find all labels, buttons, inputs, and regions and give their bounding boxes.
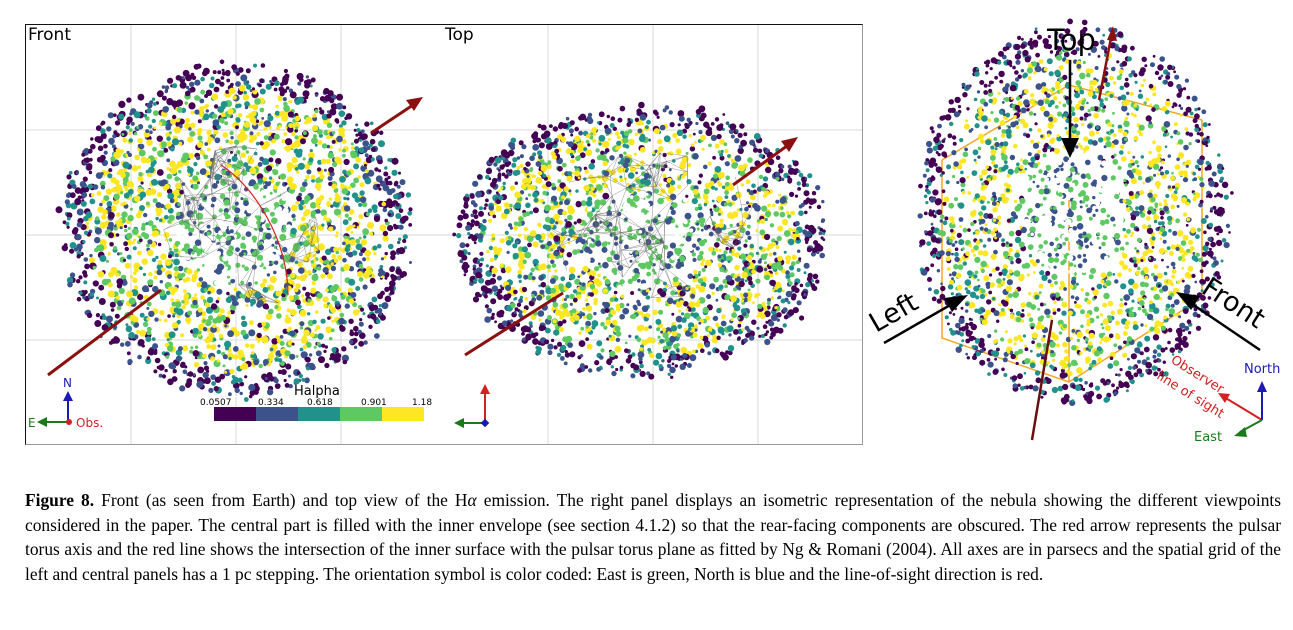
colorbar-swatch-3	[298, 407, 340, 421]
iso-emission-cloud	[917, 18, 1234, 406]
torus-axis-rear	[464, 291, 564, 357]
left-viewpoint-label: Left	[864, 287, 923, 339]
observer-dot	[66, 419, 72, 425]
east-arrowhead	[37, 417, 47, 427]
front-view-plot: Halpha 0.0507 0.334 0.618 0.901 1.18 N E…	[26, 25, 444, 444]
torus-axis-arrow	[370, 101, 417, 135]
viewpoint-front: Front	[1176, 272, 1270, 352]
torus-plane-line	[220, 164, 289, 296]
east-label: E	[28, 416, 36, 430]
isometric-view-plot: Top Left Front Observer line of sight No…	[864, 18, 1280, 445]
front-inner-mesh	[163, 145, 319, 303]
torus-axis-arrowhead	[1107, 26, 1117, 41]
colorbar-tick-4: 0.901	[361, 398, 387, 408]
front-emission-cloud	[55, 59, 413, 402]
torus-axis-rear	[1030, 319, 1054, 441]
north-label: N	[63, 376, 72, 390]
north-arrowhead	[63, 391, 73, 401]
torus-axis-arrowhead	[781, 137, 798, 152]
top-view-panel: Top	[443, 24, 863, 445]
caption-alpha: α	[467, 490, 477, 510]
observer-label: Obs.	[76, 416, 103, 430]
colorbar-tick-5: 1.18	[412, 398, 432, 408]
caption-text-1: Front (as seen from Earth) and top view …	[94, 490, 468, 510]
front-view-panel: Halpha 0.0507 0.334 0.618 0.901 1.18 N E…	[25, 24, 445, 445]
colorbar-title: Halpha	[294, 384, 340, 399]
caption-figure-label: Figure 8.	[25, 490, 95, 510]
orientation-glyph	[454, 384, 490, 428]
colorbar-swatch-5	[382, 407, 424, 421]
colorbar-tick-2: 0.334	[258, 398, 284, 408]
torus-axis-arrowhead	[406, 97, 423, 111]
orientation-glyph: N E Obs.	[28, 376, 103, 430]
iso-orientation-glyph: Observer line of sight North East	[1154, 353, 1280, 445]
top-panel-label: Top	[445, 25, 474, 45]
colorbar-tick-1: 0.0507	[200, 398, 232, 408]
caption-text-2: emission. The right panel displays an is…	[25, 490, 1282, 584]
east-label: East	[1194, 430, 1222, 445]
front-panel-label: Front	[28, 25, 71, 45]
torus-axis-arrow	[1097, 37, 1113, 101]
figure-caption: Figure 8. Front (as seen from Earth) and…	[25, 488, 1281, 586]
colorbar: Halpha 0.0507 0.334 0.618 0.901 1.18	[200, 384, 432, 421]
north-label: North	[1244, 362, 1280, 377]
torus-axis-arrow	[732, 141, 792, 187]
top-viewpoint-label: Top	[1046, 23, 1096, 57]
top-emission-cloud	[452, 101, 826, 380]
front-viewpoint-label: Front	[1196, 272, 1270, 335]
colorbar-swatch-1	[214, 407, 256, 421]
colorbar-swatch-4	[340, 407, 382, 421]
top-inner-mesh	[545, 152, 755, 298]
torus-axis-rear	[47, 288, 162, 377]
viewpoint-top: Top	[1046, 23, 1096, 158]
colorbar-tick-3: 0.618	[307, 398, 333, 408]
top-view-plot	[443, 25, 862, 444]
colorbar-swatch-2	[256, 407, 298, 421]
isometric-view-panel: Top Left Front Observer line of sight No…	[864, 0, 1289, 460]
